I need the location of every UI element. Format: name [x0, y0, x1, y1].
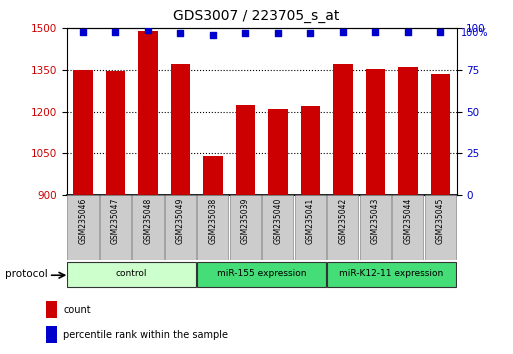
Bar [203, 156, 223, 195]
Text: GSM235044: GSM235044 [403, 198, 412, 244]
Text: GSM235040: GSM235040 [273, 198, 282, 244]
Text: GSM235046: GSM235046 [78, 198, 87, 244]
Bar [67, 262, 196, 287]
Point [79, 29, 87, 34]
Text: protocol: protocol [5, 269, 48, 279]
Bar [171, 64, 190, 195]
Point [111, 29, 120, 34]
Point [306, 30, 314, 36]
Point [339, 29, 347, 34]
Point [209, 32, 217, 38]
Bar [106, 71, 125, 195]
Bar [100, 195, 131, 260]
Text: GSM235047: GSM235047 [111, 198, 120, 244]
Bar [268, 109, 288, 195]
Bar [230, 195, 261, 260]
Bar [392, 195, 423, 260]
Point [241, 30, 249, 36]
Bar [138, 31, 157, 195]
Point [404, 29, 412, 34]
Bar [198, 262, 326, 287]
Bar [198, 195, 228, 260]
Bar [360, 195, 391, 260]
Point [436, 29, 444, 34]
Bar [67, 195, 98, 260]
Bar [295, 195, 326, 260]
Bar [327, 195, 359, 260]
Text: percentile rank within the sample: percentile rank within the sample [63, 330, 228, 339]
Text: GSM235042: GSM235042 [339, 198, 347, 244]
Bar [262, 195, 293, 260]
Bar [165, 195, 196, 260]
Bar [430, 74, 450, 195]
Text: GDS3007 / 223705_s_at: GDS3007 / 223705_s_at [173, 9, 340, 23]
Bar [73, 70, 93, 195]
Bar [46, 301, 57, 318]
Text: miR-K12-11 expression: miR-K12-11 expression [340, 269, 444, 278]
Bar [301, 106, 320, 195]
Point [144, 27, 152, 33]
Text: control: control [116, 269, 147, 278]
Bar [46, 326, 57, 343]
Text: count: count [63, 305, 91, 315]
Bar [132, 195, 164, 260]
Bar [425, 195, 456, 260]
Bar [366, 69, 385, 195]
Bar [333, 64, 352, 195]
Bar [327, 262, 456, 287]
Text: GSM235043: GSM235043 [371, 198, 380, 244]
Text: GSM235038: GSM235038 [208, 198, 218, 244]
Bar [398, 67, 418, 195]
Point [176, 30, 185, 36]
Text: GSM235039: GSM235039 [241, 198, 250, 244]
Point [274, 30, 282, 36]
Text: GSM235045: GSM235045 [436, 198, 445, 244]
Text: GSM235041: GSM235041 [306, 198, 315, 244]
Bar [235, 104, 255, 195]
Text: 100%: 100% [461, 28, 488, 38]
Text: GSM235048: GSM235048 [144, 198, 152, 244]
Point [371, 29, 380, 34]
Text: GSM235049: GSM235049 [176, 198, 185, 244]
Text: miR-155 expression: miR-155 expression [217, 269, 306, 278]
